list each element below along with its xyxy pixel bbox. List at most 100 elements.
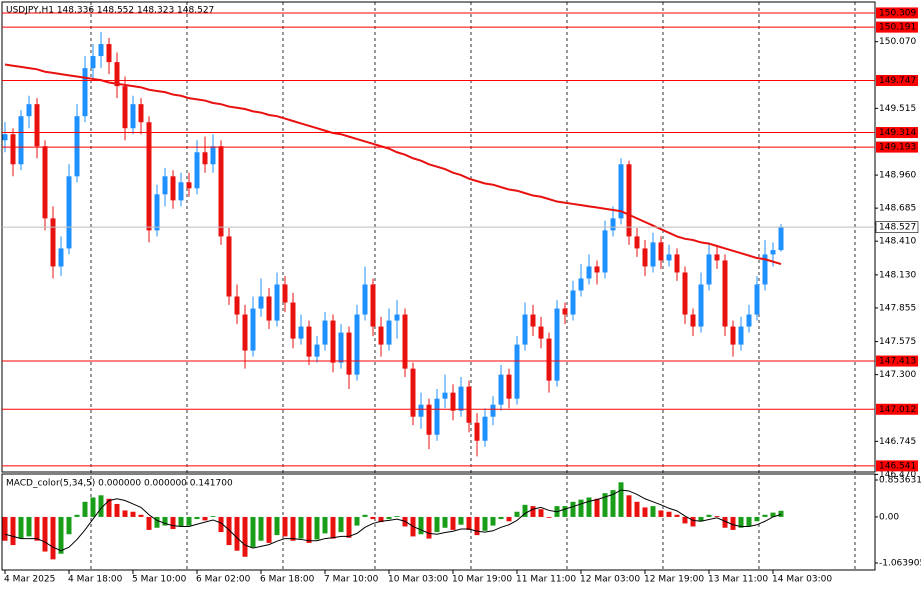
candle-body [602,230,608,273]
macd-bar [538,509,544,517]
macd-bar [690,516,696,527]
macd-bar [330,516,336,539]
candle-body [506,374,512,399]
level-tag [876,7,918,19]
macd-bar [226,516,232,546]
macd-bar [666,511,672,517]
macd-panel-frame [1,473,876,571]
candle-body [626,164,632,237]
candle-body [650,242,656,267]
macd-bar [586,497,592,517]
candle-body [402,314,408,369]
macd-bar [314,516,320,540]
candle-body [314,344,320,357]
macd-bar [754,516,760,522]
x-tick-label: 5 Mar 10:00 [132,575,187,585]
x-tick-label: 7 Mar 10:00 [324,575,379,585]
y-tick-label: -1.063905 [879,558,921,568]
candle-body [146,122,152,231]
macd-bar [578,499,584,517]
macd-bar [594,498,600,517]
y-tick-label: 146.470 [879,470,916,480]
macd-bar [146,516,152,530]
last-price-tag [875,221,919,233]
macd-bar [170,516,176,530]
macd-bar [474,516,480,536]
macd-bar [258,516,264,541]
macd-bar [194,516,200,520]
macd-bar [458,516,464,525]
macd-bar [714,516,720,517]
level-tag [876,355,918,367]
macd-bar [370,516,376,520]
candle-body [114,62,120,87]
candle-body [594,266,600,273]
candle-body [90,56,96,69]
candle-body [186,182,192,189]
macd-bar [186,516,192,526]
macd-bar [2,516,8,541]
macd-bar [122,510,128,517]
macd-bar [394,516,400,517]
candle-body [130,104,136,129]
candle-body [234,296,240,315]
candle-body [658,242,664,261]
price-header: USDJPY,H1 148.336 148.552 148.323 148.52… [6,6,214,16]
candle-body [66,176,72,249]
candle-body [778,227,784,251]
candle-body [162,176,168,195]
macd-bar [282,516,288,537]
candle-body [474,422,480,441]
candle-body [42,146,48,219]
macd-bar [642,507,648,517]
candle-body [370,284,376,327]
candle-body [522,314,528,345]
macd-bar [650,506,656,517]
macd-bar [746,516,752,527]
candle-body [514,344,520,399]
macd-bar [610,490,616,517]
macd-bar [418,516,424,535]
x-tick-label: 4 Mar 18:00 [68,575,123,585]
candle-body [746,314,752,327]
x-tick-label: 4 Mar 2025 [4,575,55,585]
y-tick-label: 148.410 [879,237,916,247]
macd-bar [546,516,552,518]
candle-body [674,254,680,273]
macd-bar [74,514,80,517]
x-tick-label: 11 Mar 11:00 [516,575,576,585]
axes: 150.070 149.515 148.960 148.685 148.410 148.1… [4,7,921,585]
candle-body [346,332,352,375]
macd-bar [722,516,728,528]
candle-body [458,386,464,411]
x-tick-label: 10 Mar 03:00 [388,575,448,585]
level-label: 150.309 [879,8,916,18]
macd-bar [34,516,40,541]
macd-bar [514,511,520,517]
macd-bar [706,514,712,517]
y-tick-label: 148.130 [879,270,916,280]
level-tag [876,403,918,415]
candle-body [18,116,24,165]
candle-body [442,392,448,399]
macd-bar [562,506,568,517]
moving-average [4,63,782,266]
x-tick-label: 12 Mar 03:00 [580,575,640,585]
candle-body [202,152,208,165]
candle-body [722,260,728,327]
macd-bar [778,510,784,517]
candle-body [466,386,472,423]
level-tag [876,141,918,153]
candle-body [178,182,184,201]
macd-bar [762,514,768,517]
macd-signal [4,489,782,552]
macd-plot [2,482,784,560]
macd-bar [354,516,360,526]
level-label: 149.193 [879,143,916,153]
candle-body [738,326,744,345]
y-tick-label: 147.575 [879,337,916,347]
macd-bar [386,516,392,520]
candle-body [362,284,368,315]
